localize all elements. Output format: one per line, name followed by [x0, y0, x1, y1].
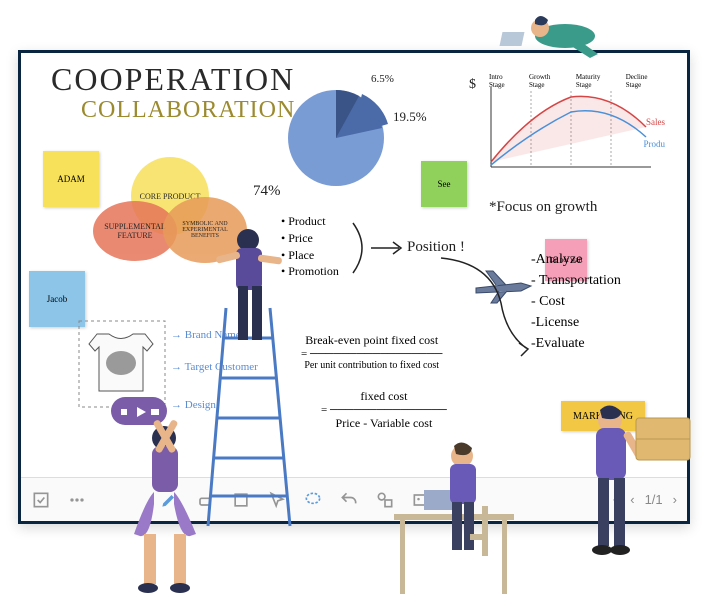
stage-chart: $ Intro StageGrowth StageMaturity StageD… [481, 77, 661, 187]
pie-label-74: 74% [253, 183, 281, 200]
focus-text: *Focus on growth [489, 199, 597, 216]
person-laptop-top [470, 6, 600, 66]
undo-icon[interactable] [339, 490, 359, 510]
chart-categories: Intro StageGrowth StageMaturity StageDec… [489, 73, 661, 89]
formula-bep: Break-even point fixed cost = ──────────… [301, 333, 442, 371]
legend-produ: Produ [643, 139, 665, 149]
person-carry-box [560, 400, 700, 604]
legend-sales: Sales [646, 117, 665, 127]
tshirt-sketch [77, 319, 167, 409]
title-cooperation: COOPERATION [51, 61, 295, 98]
title-collaboration: COLLABORATION [81, 97, 295, 124]
pie-label-65: 6.5% [371, 73, 394, 85]
formula-cost: fixed cost = ─────────────── Price - Var… [321, 389, 447, 431]
more-icon[interactable] [67, 490, 87, 510]
pie-label-195: 19.5% [393, 109, 427, 125]
sticky-see[interactable]: See [421, 161, 467, 207]
sticky-adam[interactable]: ADAM [43, 151, 99, 207]
person-desk [384, 436, 534, 606]
person-arms-up [110, 408, 220, 604]
pie-chart [281, 83, 391, 193]
export-icon[interactable] [31, 490, 51, 510]
analysis-list: -Analyze - Transportation - Cost -Licens… [531, 249, 621, 354]
